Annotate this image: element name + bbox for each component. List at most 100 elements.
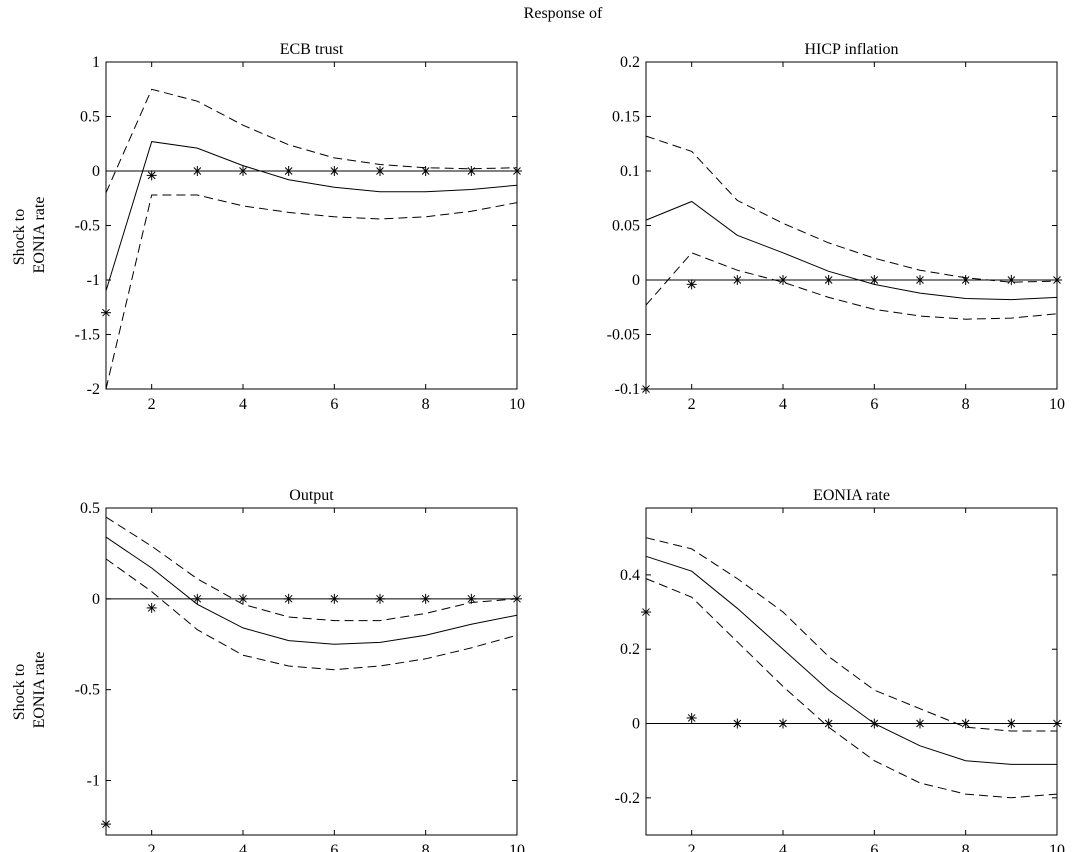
star-marker — [869, 275, 880, 285]
confidence-band-line — [645, 578, 1058, 799]
star-marker — [1052, 718, 1062, 729]
y-tick-label: 0.05 — [612, 218, 640, 235]
y-tick-label: -2 — [87, 381, 100, 398]
confidence-band-line — [105, 558, 518, 671]
row-label-bottom: Shock to EONIA rate — [11, 652, 48, 729]
row-label-top-line1: Shock to — [11, 209, 28, 265]
y-tick-label: -0.5 — [75, 218, 100, 235]
y-tick-label: 0.5 — [80, 109, 100, 126]
y-tick-label: -0.2 — [615, 790, 640, 807]
x-tick-label: 4 — [779, 842, 787, 852]
axes-frame — [105, 507, 518, 836]
figure-title: Response of — [524, 5, 603, 22]
star-marker — [283, 593, 294, 604]
star-marker — [641, 384, 651, 394]
x-tick-label: 4 — [239, 396, 247, 413]
confidence-band-line — [105, 88, 518, 194]
y-tick-label: 0 — [632, 272, 640, 289]
star-marker — [823, 718, 834, 729]
y-tick-label: -1 — [87, 773, 100, 790]
star-marker — [778, 275, 788, 285]
star-marker — [101, 819, 111, 830]
y-tick-label: -1.5 — [75, 327, 100, 344]
x-tick-label: 10 — [1049, 396, 1065, 413]
row-label-bottom-line2: EONIA rate — [31, 652, 48, 729]
x-tick-label: 6 — [330, 396, 338, 413]
star-marker — [512, 166, 522, 176]
panel-title: ECB trust — [280, 41, 344, 58]
y-tick-label: 0.2 — [620, 641, 640, 658]
star-marker — [375, 593, 385, 604]
star-marker — [192, 166, 203, 176]
axes-frame — [645, 507, 1058, 836]
star-marker — [101, 307, 111, 318]
response-line — [645, 200, 1058, 301]
star-marker — [329, 593, 340, 604]
y-tick-label: 0.15 — [612, 109, 640, 126]
star-marker — [420, 593, 431, 604]
panel-ecb-trust: ECB trust 1 0.5 0 -0.5 -1 -1.5 -2 2 4 6 8 10 — [75, 41, 525, 413]
star-marker — [1052, 275, 1062, 285]
x-tick-label: 4 — [779, 396, 787, 413]
confidence-band-line — [645, 537, 1057, 732]
star-marker — [778, 718, 788, 729]
panel-eonia-rate: EONIA rate 0.4 0.2 0 -0.2 2 4 6 8 10 — [615, 487, 1065, 852]
confidence-band-line — [645, 135, 1058, 283]
star-marker — [146, 602, 157, 613]
x-tick-label: 8 — [422, 842, 430, 852]
x-tick-label: 8 — [962, 842, 970, 852]
star-marker — [915, 718, 925, 729]
x-tick-label: 4 — [239, 842, 247, 852]
star-marker — [238, 593, 248, 604]
y-tick-label: -0.1 — [615, 381, 640, 398]
y-tick-label: 0.4 — [620, 567, 640, 584]
star-marker — [1006, 275, 1017, 285]
y-tick-label: -1 — [87, 272, 100, 289]
star-marker — [960, 275, 971, 285]
star-marker — [686, 712, 697, 723]
x-tick-label: 8 — [962, 396, 970, 413]
axes-frame — [645, 61, 1058, 390]
response-line — [645, 555, 1057, 765]
star-marker — [732, 275, 743, 285]
star-marker — [375, 166, 385, 176]
panel-title: Output — [289, 487, 334, 504]
star-marker — [283, 166, 294, 176]
x-tick-label: 6 — [870, 396, 878, 413]
star-marker — [915, 275, 925, 285]
star-marker — [960, 718, 971, 729]
row-label-bottom-line1: Shock to — [11, 664, 28, 720]
star-marker — [238, 166, 248, 176]
star-marker — [420, 166, 431, 176]
star-marker — [192, 593, 203, 604]
star-marker — [466, 593, 477, 604]
panel-output: Output 0.5 0 -0.5 -1 2 4 6 8 10 — [75, 487, 525, 852]
y-tick-label: 0.1 — [620, 163, 640, 180]
star-marker — [329, 166, 340, 176]
y-tick-label: 0 — [632, 716, 640, 733]
x-tick-label: 6 — [870, 842, 878, 852]
axes-frame — [105, 61, 518, 390]
x-tick-label: 10 — [1049, 842, 1065, 852]
y-tick-label: 0 — [92, 591, 100, 608]
star-marker — [823, 275, 834, 285]
y-tick-label: 1 — [92, 54, 100, 71]
response-line — [105, 141, 518, 292]
row-label-top-line2: EONIA rate — [31, 197, 48, 274]
panel-title: HICP inflation — [804, 41, 898, 58]
star-marker — [1006, 718, 1017, 729]
row-label-top: Shock to EONIA rate — [11, 197, 48, 274]
x-tick-label: 2 — [688, 842, 696, 852]
confidence-band-line — [105, 516, 518, 622]
star-marker — [732, 718, 743, 729]
star-marker — [869, 718, 880, 729]
x-tick-label: 10 — [509, 842, 525, 852]
star-marker — [641, 607, 651, 618]
panel-title: EONIA rate — [813, 487, 890, 504]
star-marker — [686, 279, 697, 290]
confidence-band-line — [105, 194, 518, 390]
y-tick-label: -0.5 — [75, 682, 100, 699]
x-tick-label: 6 — [330, 842, 338, 852]
star-marker — [512, 593, 522, 604]
